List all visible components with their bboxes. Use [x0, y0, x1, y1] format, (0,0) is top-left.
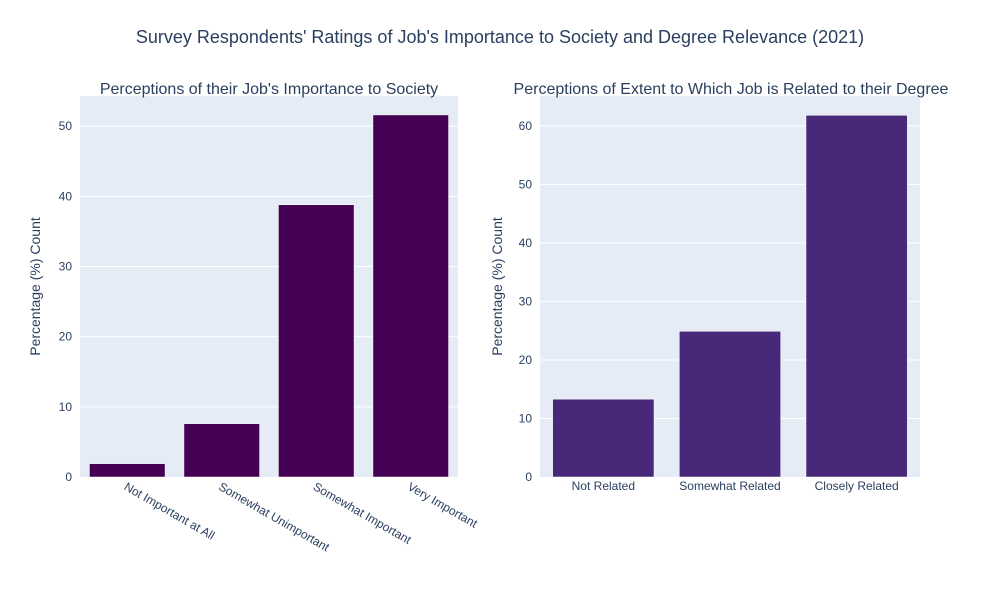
bar-closely-related — [805, 115, 908, 478]
x-tick-label: Somewhat Related — [679, 479, 780, 493]
x-tick-label: Closely Related — [815, 479, 899, 493]
x-tick-label: Not Important at All — [122, 479, 217, 542]
y-tick-label: 10 — [59, 400, 73, 414]
y-tick-label: 40 — [519, 236, 533, 250]
bar-not-related — [552, 398, 655, 478]
y-tick-label: 30 — [59, 260, 73, 274]
y-tick-label: 50 — [519, 177, 533, 191]
subplot-1: 0 10 20 30 40 50 Not Important at All Somewhat … — [27, 81, 480, 555]
y-tick-label: 40 — [59, 189, 73, 203]
figure-title: Survey Respondents' Ratings of Job's Imp… — [136, 27, 864, 47]
bar-very-important — [372, 114, 449, 478]
y-axis-label: Percentage (%) Count — [27, 217, 43, 356]
bar-somewhat-unimportant — [183, 423, 260, 478]
y-tick-label: 50 — [59, 119, 73, 133]
y-tick-label: 30 — [519, 294, 533, 308]
y-tick-label: 0 — [65, 470, 72, 484]
y-tick-label: 0 — [525, 470, 532, 484]
x-tick-label: Somewhat Important — [311, 479, 414, 547]
y-axis-label: Percentage (%) Count — [489, 217, 505, 356]
bar-somewhat-important — [278, 204, 355, 478]
subplot-2: 0 10 20 30 40 50 60 Not Related Somewhat Related… — [489, 81, 949, 493]
x-tick-label: Very Important — [405, 479, 480, 530]
y-tick-label: 20 — [59, 330, 73, 344]
subplot-title: Perceptions of their Job's Importance to… — [100, 81, 438, 98]
bar-not-important-at-all — [89, 463, 166, 478]
bar-somewhat-related — [679, 331, 781, 478]
y-tick-label: 20 — [519, 353, 533, 367]
y-tick-label: 10 — [519, 411, 533, 425]
y-tick-label: 60 — [519, 119, 533, 133]
x-tick-label: Not Related — [572, 479, 635, 493]
subplot-title: Perceptions of Extent to Which Job is Re… — [514, 81, 949, 98]
